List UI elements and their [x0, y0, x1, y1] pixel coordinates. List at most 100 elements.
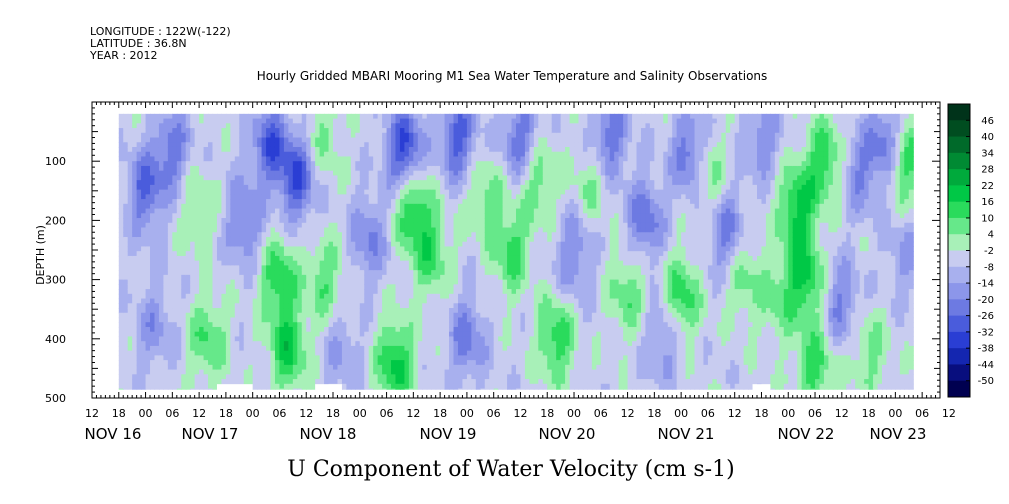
heatmap-cell — [315, 374, 321, 380]
heatmap-cell — [399, 284, 406, 290]
heatmap-cell — [431, 170, 437, 177]
heatmap-cell — [364, 255, 370, 262]
heatmap-cell — [475, 374, 481, 380]
heatmap-cell — [368, 246, 374, 252]
heatmap-cell — [123, 388, 129, 390]
heatmap-cell — [274, 255, 281, 262]
heatmap-cell — [377, 274, 383, 281]
heatmap-cell — [404, 274, 410, 281]
heatmap-cell — [364, 246, 370, 252]
heatmap-cell — [141, 156, 147, 162]
heatmap-cell — [270, 232, 276, 238]
heatmap-cell — [350, 123, 356, 129]
heatmap-cell — [341, 199, 347, 205]
heatmap-cell — [319, 279, 325, 285]
heatmap-cell — [341, 255, 347, 262]
heatmap-cell — [145, 379, 151, 385]
heatmap-cell — [127, 322, 133, 328]
heatmap-cell — [199, 289, 205, 295]
heatmap-cell — [279, 289, 285, 295]
heatmap-cell — [355, 175, 361, 181]
heatmap-cell — [422, 369, 428, 375]
heatmap-cell — [190, 203, 196, 210]
heatmap-cell — [417, 274, 423, 281]
heatmap-cell — [475, 180, 481, 186]
heatmap-cell — [346, 227, 352, 233]
heatmap-cell — [199, 331, 205, 338]
heatmap-cell — [172, 146, 178, 153]
heatmap-cell — [399, 184, 406, 191]
heatmap-cell — [150, 203, 156, 210]
heatmap-cell — [355, 383, 361, 390]
heatmap-cell — [181, 184, 187, 191]
heatmap-cell — [359, 388, 365, 390]
heatmap-cell — [417, 298, 423, 304]
heatmap-cell — [203, 317, 209, 323]
heatmap-cell — [328, 303, 334, 309]
heatmap-cell — [123, 118, 129, 124]
heatmap-cell — [315, 156, 321, 162]
heatmap-cell — [435, 189, 441, 195]
heatmap-cell — [457, 128, 464, 134]
heatmap-cell — [399, 194, 406, 200]
heatmap-cell — [279, 165, 285, 172]
heatmap-cell — [145, 165, 151, 172]
heatmap-cell — [337, 345, 343, 352]
heatmap-cell — [444, 151, 450, 158]
heatmap-cell — [319, 270, 325, 276]
heatmap-cell — [239, 227, 245, 233]
heatmap-cell — [234, 374, 240, 380]
heatmap-cell — [341, 241, 347, 248]
heatmap-cell — [395, 388, 401, 390]
heatmap-cell — [471, 189, 477, 195]
heatmap-cell — [346, 165, 352, 172]
heatmap-cell — [136, 255, 142, 262]
heatmap-cell — [270, 388, 276, 390]
heatmap-cell — [355, 364, 361, 371]
heatmap-cell — [208, 255, 214, 262]
heatmap-cell — [243, 113, 249, 120]
heatmap-cell — [283, 165, 289, 172]
heatmap-cell — [480, 326, 486, 333]
heatmap-cell — [471, 227, 477, 233]
heatmap-cell — [333, 303, 339, 309]
heatmap-cell — [288, 151, 294, 158]
heatmap-cell — [118, 137, 124, 143]
heatmap-cell — [391, 132, 397, 139]
heatmap-cell — [132, 128, 138, 134]
heatmap-cell — [181, 345, 187, 352]
heatmap-cell — [123, 199, 129, 205]
heatmap-cell — [404, 317, 410, 323]
heatmap-cell — [382, 360, 388, 366]
heatmap-cell — [167, 118, 173, 124]
heatmap-cell — [489, 132, 495, 139]
heatmap-cell — [181, 241, 187, 248]
heatmap-cell — [359, 146, 365, 153]
heatmap-cell — [466, 322, 472, 328]
heatmap-cell — [141, 236, 147, 243]
heatmap-cell — [368, 170, 374, 177]
heatmap-cell — [310, 270, 316, 276]
heatmap-cell — [489, 175, 495, 181]
heatmap-cell — [426, 326, 432, 333]
heatmap-cell — [350, 308, 356, 314]
heatmap-cell — [118, 326, 124, 333]
heatmap-cell — [431, 156, 437, 162]
heatmap-cell — [216, 113, 223, 120]
heatmap-cell — [301, 161, 307, 167]
heatmap-cell — [408, 255, 414, 262]
heatmap-cell — [368, 336, 374, 342]
heatmap-cell — [359, 312, 365, 319]
heatmap-cell — [163, 317, 169, 323]
heatmap-cell — [127, 336, 133, 342]
heatmap-cell — [190, 270, 196, 276]
heatmap-cell — [123, 184, 129, 191]
heatmap-cell — [297, 189, 303, 195]
heatmap-cell — [431, 180, 437, 186]
heatmap-cell — [167, 270, 173, 276]
heatmap-cell — [413, 293, 419, 300]
heatmap-cell — [234, 293, 240, 300]
heatmap-cell — [337, 260, 343, 266]
heatmap-cell — [150, 336, 156, 342]
heatmap-cell — [266, 336, 272, 342]
